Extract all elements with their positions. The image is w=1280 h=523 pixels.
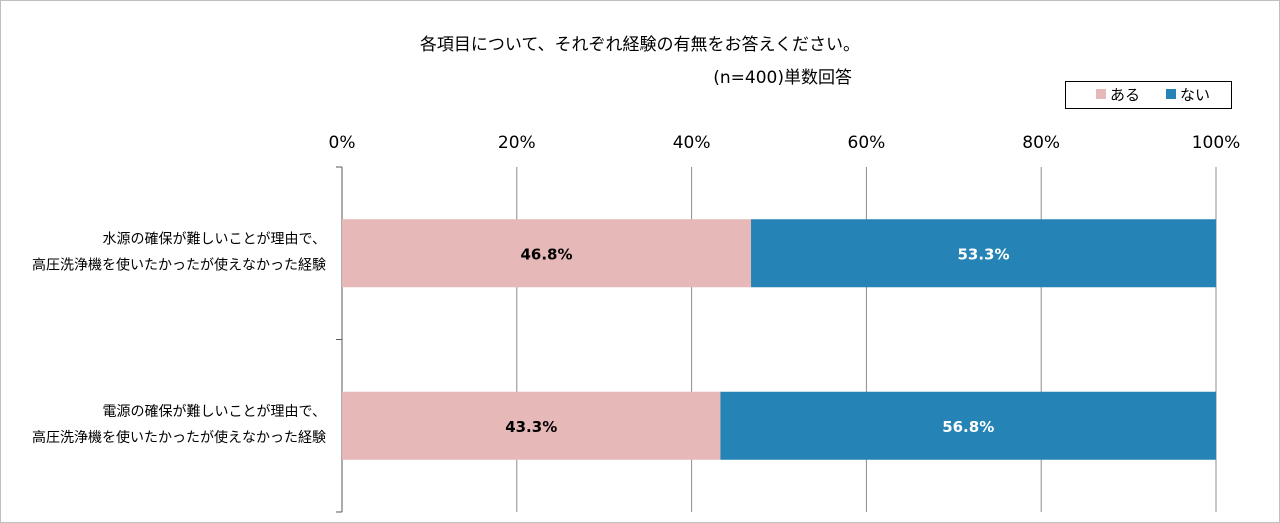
category-label: 電源の確保が難しいことが理由で、 [103,404,326,420]
category-label: 高圧洗浄機を使いたかったが使えなかった経験 [32,256,326,273]
chart-subtitle: (n=400)単数回答 [713,68,852,88]
bar-segment [342,219,752,288]
data-label: 53.3% [957,245,1009,263]
x-tick-label: 0% [329,133,356,153]
data-label: 56.8% [942,418,994,436]
legend: ある ない [1065,81,1232,109]
legend-label: ない [1180,86,1210,104]
legend-label: ある [1110,86,1140,104]
legend-box [1065,81,1232,109]
x-tick-label: 20% [498,133,536,153]
legend-swatch [1096,89,1106,99]
category-label: 水源の確保が難しいことが理由で、 [103,231,326,247]
x-tick-label: 60% [848,133,886,153]
bar-segment [751,219,1216,288]
x-tick-label: 40% [673,133,711,153]
legend-swatch [1166,89,1176,99]
data-label: 43.3% [505,418,557,436]
category-label: 高圧洗浄機を使いたかったが使えなかった経験 [32,429,326,446]
bars: 46.8% 53.3% 43.3% 56.8% [342,219,1216,460]
chart-title: 各項目について、それぞれ経験の有無をお答えください。 [420,35,860,55]
data-label: 46.8% [520,245,572,263]
x-tick-label: 80% [1022,133,1060,153]
category-labels: 水源の確保が難しいことが理由で、高圧洗浄機を使いたかったが使えなかった経験電源の… [32,231,326,446]
bar-segment [342,391,721,460]
bar-segment [720,391,1216,460]
x-tick-label: 100% [1192,133,1241,153]
tick-labels: 0% 20% 40% 60% 80% 100% [329,133,1241,153]
